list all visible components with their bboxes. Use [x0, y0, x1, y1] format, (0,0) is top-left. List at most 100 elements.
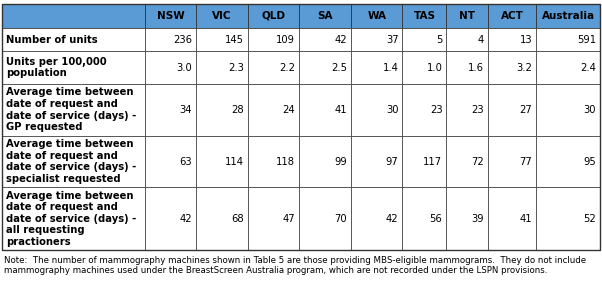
- Bar: [2, 84, 144, 135]
- Text: 95: 95: [583, 157, 596, 166]
- Bar: [248, 28, 299, 51]
- Bar: [403, 51, 447, 84]
- Bar: [196, 135, 248, 187]
- Bar: [488, 4, 536, 28]
- Text: 34: 34: [180, 105, 192, 115]
- Text: NT: NT: [459, 11, 475, 21]
- Text: Average time between
date of request and
date of service (days) -
GP requested: Average time between date of request and…: [6, 87, 136, 132]
- Bar: [248, 4, 299, 28]
- Bar: [403, 187, 447, 250]
- Text: 41: 41: [334, 105, 347, 115]
- Text: 63: 63: [179, 157, 192, 166]
- Bar: [196, 28, 248, 51]
- Bar: [488, 187, 536, 250]
- Text: Note:  The number of mammography machines shown in Table 5 are those providing M: Note: The number of mammography machines…: [4, 256, 586, 275]
- Bar: [2, 4, 600, 250]
- Bar: [248, 135, 299, 187]
- Text: 28: 28: [231, 105, 244, 115]
- Bar: [248, 187, 299, 250]
- Bar: [144, 4, 196, 28]
- Bar: [2, 4, 144, 28]
- Text: TAS: TAS: [414, 11, 435, 21]
- Bar: [536, 135, 600, 187]
- Text: 42: 42: [179, 214, 192, 224]
- Text: 23: 23: [471, 105, 484, 115]
- Text: 1.6: 1.6: [468, 63, 484, 73]
- Text: Number of units: Number of units: [6, 35, 98, 45]
- Text: 1.4: 1.4: [383, 63, 399, 73]
- Bar: [403, 4, 447, 28]
- Text: 77: 77: [520, 157, 532, 166]
- Text: 2.2: 2.2: [279, 63, 296, 73]
- Text: 118: 118: [276, 157, 296, 166]
- Text: 47: 47: [283, 214, 296, 224]
- Text: 1.0: 1.0: [426, 63, 442, 73]
- Bar: [196, 4, 248, 28]
- Bar: [299, 84, 351, 135]
- Text: 68: 68: [231, 214, 244, 224]
- Text: 145: 145: [225, 35, 244, 45]
- Text: 4: 4: [478, 35, 484, 45]
- Bar: [351, 84, 403, 135]
- Bar: [403, 135, 447, 187]
- Bar: [488, 84, 536, 135]
- Text: Units per 100,000
population: Units per 100,000 population: [6, 57, 107, 79]
- Bar: [2, 187, 144, 250]
- Bar: [196, 187, 248, 250]
- Text: 37: 37: [386, 35, 399, 45]
- Bar: [2, 51, 144, 84]
- Bar: [488, 135, 536, 187]
- Text: 56: 56: [430, 214, 442, 224]
- Bar: [536, 84, 600, 135]
- Text: 52: 52: [583, 214, 596, 224]
- Bar: [488, 51, 536, 84]
- Bar: [447, 187, 488, 250]
- Bar: [248, 84, 299, 135]
- Bar: [536, 187, 600, 250]
- Bar: [351, 187, 403, 250]
- Bar: [299, 51, 351, 84]
- Bar: [144, 187, 196, 250]
- Bar: [403, 28, 447, 51]
- Text: VIC: VIC: [213, 11, 232, 21]
- Bar: [144, 28, 196, 51]
- Text: 23: 23: [430, 105, 442, 115]
- Bar: [403, 84, 447, 135]
- Bar: [2, 28, 144, 51]
- Text: 39: 39: [471, 214, 484, 224]
- Text: NSW: NSW: [157, 11, 184, 21]
- Text: 236: 236: [173, 35, 192, 45]
- Bar: [447, 28, 488, 51]
- Text: 5: 5: [436, 35, 442, 45]
- Text: Average time between
date of request and
date of service (days) -
specialist req: Average time between date of request and…: [6, 139, 136, 184]
- Text: 42: 42: [334, 35, 347, 45]
- Text: 3.2: 3.2: [517, 63, 532, 73]
- Bar: [351, 4, 403, 28]
- Bar: [351, 135, 403, 187]
- Bar: [351, 28, 403, 51]
- Bar: [299, 187, 351, 250]
- Bar: [488, 28, 536, 51]
- Bar: [536, 51, 600, 84]
- Bar: [299, 4, 351, 28]
- Text: 109: 109: [276, 35, 296, 45]
- Bar: [536, 4, 600, 28]
- Text: 13: 13: [520, 35, 532, 45]
- Text: 27: 27: [520, 105, 532, 115]
- Text: 2.4: 2.4: [580, 63, 596, 73]
- Text: 24: 24: [283, 105, 296, 115]
- Text: 2.5: 2.5: [331, 63, 347, 73]
- Bar: [144, 51, 196, 84]
- Text: 2.3: 2.3: [228, 63, 244, 73]
- Text: QLD: QLD: [261, 11, 285, 21]
- Bar: [299, 28, 351, 51]
- Bar: [351, 51, 403, 84]
- Text: SA: SA: [317, 11, 333, 21]
- Text: WA: WA: [367, 11, 386, 21]
- Bar: [2, 135, 144, 187]
- Text: 30: 30: [583, 105, 596, 115]
- Text: ACT: ACT: [501, 11, 524, 21]
- Bar: [196, 51, 248, 84]
- Bar: [196, 84, 248, 135]
- Text: 70: 70: [334, 214, 347, 224]
